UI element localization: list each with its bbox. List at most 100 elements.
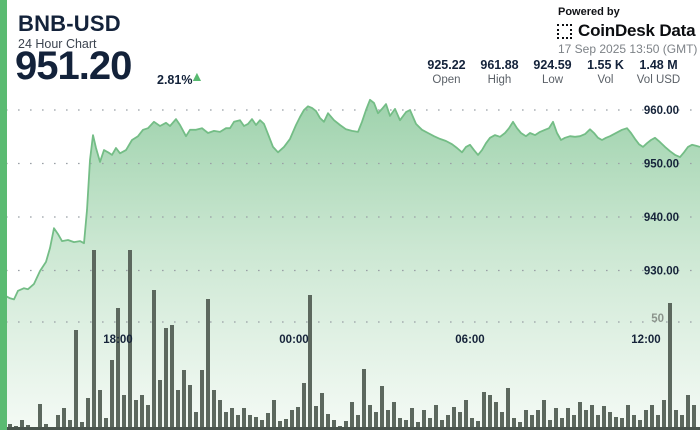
volume-bar	[182, 370, 186, 430]
volume-bar	[62, 408, 66, 430]
stat-vol-usd-label: Vol USD	[636, 74, 681, 86]
volume-bar	[110, 360, 114, 430]
volume-bar	[176, 390, 180, 430]
y-axis-label: 940.00	[644, 212, 679, 224]
volume-bar	[656, 415, 660, 430]
volume-bar	[590, 405, 594, 430]
volume-bar	[80, 422, 84, 430]
stats-row: 925.22 Open 961.88 High 924.59 Low 1.55 …	[420, 58, 685, 86]
volume-bar	[410, 408, 414, 430]
stat-vol-value: 1.55 K	[587, 58, 624, 72]
current-price: 951.20	[15, 44, 132, 88]
price-line	[5, 98, 700, 301]
volume-bar	[146, 405, 150, 430]
volume-bar	[296, 407, 300, 430]
coindesk-logo-icon	[557, 23, 572, 39]
volume-bar	[476, 421, 480, 430]
volume-bar	[530, 415, 534, 430]
powered-by-label: Powered by	[558, 6, 620, 18]
volume-bar	[644, 410, 648, 430]
volume-bar	[572, 415, 576, 430]
coindesk-logo[interactable]: CoinDesk Data	[557, 21, 696, 41]
volume-bar	[152, 290, 156, 430]
volume-bar	[200, 370, 204, 430]
volume-bar	[464, 400, 468, 430]
volume-bar	[380, 386, 384, 430]
price-change-percent: 2.81%	[157, 73, 193, 87]
volume-bar	[260, 420, 264, 430]
y-axis-label: 960.00	[644, 105, 679, 117]
accent-bar	[0, 0, 7, 430]
volume-bar	[284, 419, 288, 430]
stat-vol-usd: 1.48 M Vol USD	[632, 58, 685, 86]
price-area	[6, 99, 700, 430]
volume-bar	[326, 414, 330, 430]
volume-bar	[524, 410, 528, 430]
volume-axis-label: 50	[651, 313, 664, 325]
volume-bar	[584, 410, 588, 430]
volume-bar	[194, 412, 198, 430]
volume-bar	[20, 420, 24, 430]
volume-bar	[230, 408, 234, 430]
volume-bar	[314, 406, 318, 430]
volume-bar	[188, 385, 192, 430]
volume-bar	[638, 420, 642, 430]
volume-bar	[554, 408, 558, 430]
volume-bar	[428, 418, 432, 430]
stat-low: 924.59 Low	[526, 58, 579, 86]
volume-bar	[578, 402, 582, 430]
volume-bar	[212, 390, 216, 430]
volume-bar	[566, 408, 570, 430]
volume-bar	[98, 390, 102, 430]
stat-high-value: 961.88	[480, 58, 519, 72]
stat-high-label: High	[487, 74, 512, 86]
volume-bar	[434, 405, 438, 430]
volume-bar	[668, 303, 672, 430]
volume-bar	[272, 400, 276, 430]
x-axis-label: 06:00	[455, 334, 484, 346]
volume-bar	[632, 415, 636, 430]
volume-bar	[320, 393, 324, 430]
volume-bar	[362, 369, 366, 430]
volume-bar	[650, 405, 654, 430]
volume-bar	[452, 407, 456, 430]
volume-bar	[56, 415, 60, 430]
volume-bar	[158, 380, 162, 430]
volume-bar	[356, 415, 360, 430]
volume-bar	[542, 400, 546, 430]
volume-bar	[224, 412, 228, 430]
volume-bar	[344, 421, 348, 430]
stat-vol: 1.55 K Vol	[579, 58, 632, 86]
volume-bar	[440, 420, 444, 430]
volume-bar	[128, 250, 132, 430]
volume-bar	[614, 417, 618, 430]
volume-bar	[692, 405, 696, 430]
volume-bar	[302, 383, 306, 430]
chart-period-label: 24 Hour Chart	[18, 37, 97, 51]
stat-open: 925.22 Open	[420, 58, 473, 86]
volume-bar	[332, 420, 336, 430]
volume-baseline	[6, 427, 700, 430]
volume-bar	[74, 330, 78, 430]
volume-bar	[458, 412, 462, 430]
volume-bar	[506, 388, 510, 430]
volume-bar	[206, 299, 210, 430]
volume-bar	[422, 410, 426, 430]
volume-bar	[488, 395, 492, 430]
volume-bar	[278, 421, 282, 430]
volume-bar	[620, 418, 624, 430]
stat-vol-usd-value: 1.48 M	[639, 58, 678, 72]
volume-bar	[218, 400, 222, 430]
volume-bar	[86, 398, 90, 430]
volume-bar	[308, 295, 312, 430]
volume-bar	[512, 418, 516, 430]
stat-open-label: Open	[432, 74, 461, 86]
timestamp: 17 Sep 2025 13:50 (GMT)	[558, 42, 698, 56]
stat-vol-label: Vol	[597, 74, 614, 86]
volume-bar	[122, 395, 126, 430]
volume-bar	[236, 415, 240, 430]
volume-bar	[170, 325, 174, 430]
volume-bar	[386, 410, 390, 430]
volume-bar	[404, 420, 408, 430]
